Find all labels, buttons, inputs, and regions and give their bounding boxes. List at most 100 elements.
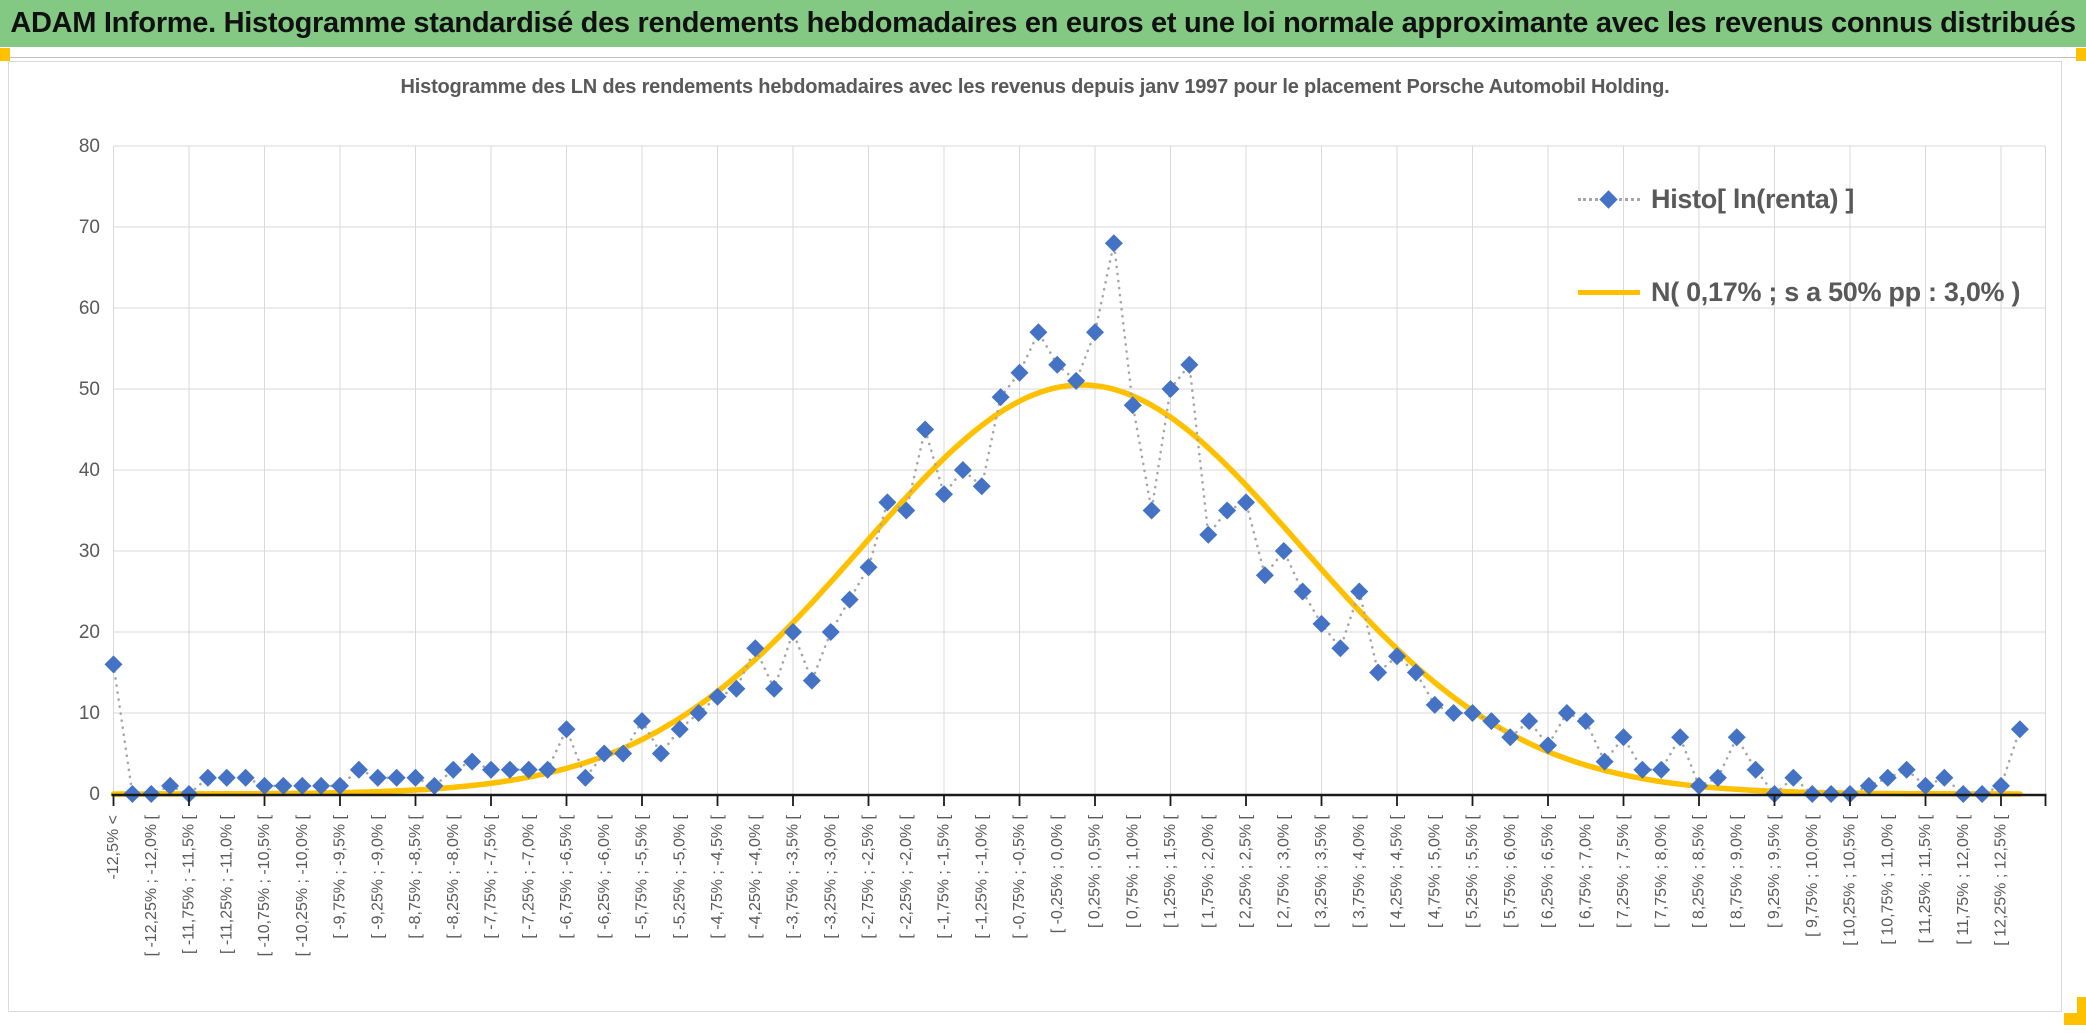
data-point-diamond [1010,363,1029,382]
data-point-diamond [387,768,406,787]
data-point-diamond [1444,704,1463,722]
x-axis-label: [ -0,75% ; -0,5% [ [1011,814,1028,938]
x-axis-label: [ 0,75% ; 1,0% [ [1124,814,1141,928]
data-point-diamond [1274,542,1293,560]
y-axis-labels: 0 10 20 30 40 50 60 70 80 [79,136,100,805]
data-point-diamond [1878,768,1897,787]
data-point-diamond [463,752,482,771]
x-axis-label: [ -1,25% ; -1,0% [ [973,814,990,938]
x-axis-labels: -12,5% < [ -12,25% ; -12,0% [ [ -11,75% ; … [105,814,2010,956]
data-point-diamond [1633,760,1652,779]
data-point-diamond [1935,768,1954,787]
x-axis-label: [ -6,25% ; -6,0% [ [596,814,613,938]
banner-divider [0,57,2086,58]
x-axis-label: [ 4,25% ; 4,5% [ [1389,814,1406,928]
x-axis-label: [ 3,75% ; 4,0% [ [1351,814,1368,928]
x-axis-label: [ -10,75% ; -10,5% [ [256,814,273,956]
data-point-diamond [1708,768,1727,787]
data-point-diamond [1690,776,1708,795]
histogram-connector [112,242,2022,796]
x-axis-label: [ 8,25% ; 8,5% [ [1691,814,1708,928]
diamond-marker-icon [1599,189,1618,209]
x-axis-label: -12,5% < [105,815,122,879]
data-point-diamond [1104,234,1123,253]
data-point-diamond [519,760,538,779]
data-point-diamond [557,720,576,739]
x-axis-label: [ -5,75% ; -5,5% [ [634,814,651,938]
orange-line-icon [1578,290,1640,295]
data-point-diamond [991,388,1010,407]
data-point-diamond [425,776,444,795]
histogram-points [104,234,2029,803]
x-axis-label: [ 11,75% ; 12,0% [ [1955,814,1972,944]
data-point-diamond [651,744,670,763]
title-banner: ADAM Informe. Histogramme standardisé de… [0,0,2086,47]
y-axis-label: 50 [79,379,100,400]
data-point-diamond [1406,663,1425,682]
data-point-diamond [217,768,236,787]
x-axis-label: [ 9,75% ; 10,0% [ [1804,814,1821,936]
data-point-diamond [161,776,180,795]
data-point-diamond [727,679,746,698]
data-point-diamond [821,623,840,641]
x-axis-label: [ 5,75% ; 6,0% [ [1502,814,1519,928]
y-axis-label: 70 [79,217,100,238]
banner-text: ADAM Informe. Histogramme standardisé de… [10,7,2076,39]
data-point-diamond [349,760,368,779]
data-point-diamond [840,590,859,609]
x-axis-label: [ 2,75% ; 3,0% [ [1275,814,1292,928]
data-point-diamond [916,420,935,439]
orange-cell-sliver-left [0,48,10,61]
x-axis-label: [ -7,75% ; -7,5% [ [483,814,500,938]
data-point-diamond [1520,712,1539,731]
x-axis-ticks [112,795,2047,806]
data-point-diamond [1463,704,1482,722]
orange-cell-corner-vertical [2077,997,2086,1025]
data-point-diamond [312,776,331,795]
data-point-diamond [538,760,557,779]
chart-title: Histogramme des LN des rendements hebdom… [400,76,1670,98]
data-point-diamond [1312,614,1331,633]
data-point-diamond [1123,396,1142,415]
data-point-diamond [689,704,708,722]
x-axis-label: [ 9,25% ; 9,5% [ [1766,814,1783,928]
x-axis-label: [ 10,25% ; 10,5% [ [1842,814,1859,945]
x-axis-label: [ -7,25% ; -7,0% [ [520,814,537,938]
x-axis-label: [ -3,75% ; -3,5% [ [785,814,802,938]
data-point-diamond [972,477,991,496]
data-point-diamond [633,712,651,731]
x-axis-label: [ 3,25% ; 3,5% [ [1313,814,1330,928]
x-axis-label: [ -8,25% ; -8,0% [ [445,814,462,938]
legend-marker-diamond-dotted [1578,189,1640,210]
data-point-diamond [1746,760,1765,779]
x-axis-label: [ -2,25% ; -2,0% [ [898,814,915,938]
data-point-diamond [1784,768,1803,787]
y-axis-label: 20 [79,622,100,643]
x-axis-label: [ -4,75% ; -4,5% [ [709,814,726,938]
data-point-diamond [878,493,897,512]
data-point-diamond [1255,566,1274,585]
data-point-diamond [1992,776,2010,795]
data-point-diamond [1501,728,1520,747]
data-point-diamond [1425,695,1444,714]
orange-cell-corner-horizontal [2064,1013,2086,1025]
x-axis-label: [ 10,75% ; 11,0% [ [1879,814,1896,944]
x-axis-label: [ 7,25% ; 7,5% [ [1615,814,1632,928]
y-axis-label: 40 [79,460,100,481]
x-axis-label: [ -5,25% ; -5,0% [ [671,814,688,938]
x-axis-label: [ -8,75% ; -8,5% [ [407,814,424,938]
x-axis-label: [ 0,25% ; 0,5% [ [1087,814,1104,928]
legend-entry-normal: N( 0,17% ; s a 50% pp : 3,0% ) [1578,277,2020,308]
x-axis-label: [ -12,25% ; -12,0% [ [143,814,160,956]
data-point-diamond [1652,760,1671,779]
data-point-diamond [935,485,953,504]
x-axis-label: [ 6,75% ; 7,0% [ [1577,814,1594,928]
x-axis-label: [ -11,75% ; -11,5% [ [181,814,198,954]
data-point-diamond [1180,355,1199,374]
data-point-diamond [1595,752,1614,771]
data-point-diamond [595,744,614,763]
data-point-diamond [1614,728,1633,747]
data-point-diamond [1388,647,1406,666]
data-point-diamond [1086,323,1104,342]
legend-label-histogram: Histo[ ln(renta) ] [1651,184,1855,214]
